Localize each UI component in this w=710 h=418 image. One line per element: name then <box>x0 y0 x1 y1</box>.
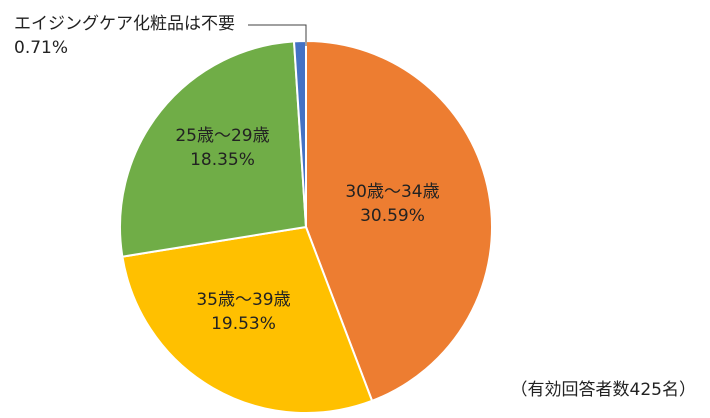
slice-label-25-29: 25歳～29歳 18.35% <box>155 124 290 172</box>
callout-leader-line <box>248 24 307 46</box>
callout-name: エイジングケア化粧品は不要 <box>14 14 235 34</box>
respondent-count-note: （有効回答者数425名） <box>510 380 696 400</box>
callout-percent: 0.71% <box>14 38 69 58</box>
slice-name: 35歳～39歳 <box>196 290 291 310</box>
slice-name: 25歳～29歳 <box>175 126 270 146</box>
pie-slice-2 <box>119 40 308 258</box>
slice-label-35-39: 35歳～39歳 19.53% <box>176 288 311 336</box>
slice-label-30-34: 30歳～34歳 30.59% <box>325 180 460 228</box>
pie-slices <box>119 39 493 414</box>
pie-slice-0 <box>305 39 493 403</box>
slice-percent: 19.53% <box>211 314 276 334</box>
pie-slice-1 <box>121 225 374 414</box>
slice-percent: 18.35% <box>190 150 255 170</box>
callout-label-no-need: エイジングケア化粧品は不要 0.71% <box>14 12 235 60</box>
slice-percent: 30.59% <box>360 206 425 226</box>
slice-name: 30歳～34歳 <box>345 182 440 202</box>
